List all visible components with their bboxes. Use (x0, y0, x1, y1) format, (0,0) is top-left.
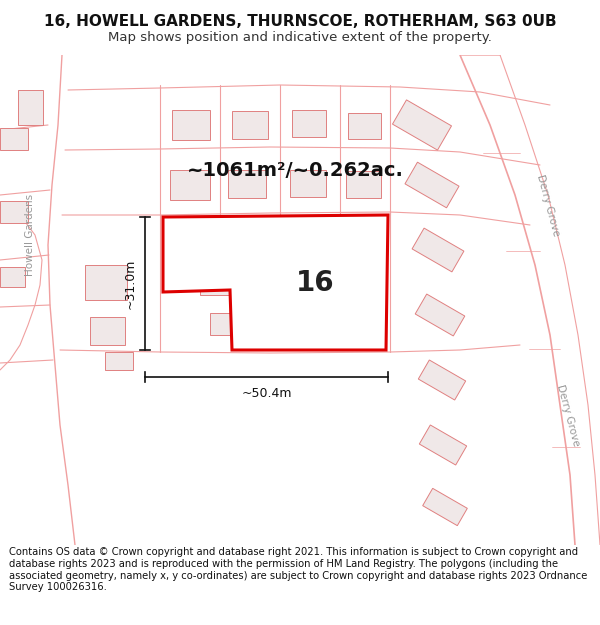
Text: Howell Gardens: Howell Gardens (25, 194, 35, 276)
Text: ~1061m²/~0.262ac.: ~1061m²/~0.262ac. (187, 161, 403, 179)
Bar (348, 113, 381, 139)
Bar (210, 313, 238, 335)
Polygon shape (405, 162, 459, 208)
Bar (90, 317, 125, 345)
Polygon shape (422, 488, 467, 526)
Bar (105, 352, 133, 370)
Text: ~50.4m: ~50.4m (241, 387, 292, 400)
Bar (200, 260, 242, 295)
Polygon shape (415, 294, 465, 336)
Bar (228, 170, 266, 198)
Text: 16, HOWELL GARDENS, THURNSCOE, ROTHERHAM, S63 0UB: 16, HOWELL GARDENS, THURNSCOE, ROTHERHAM… (44, 14, 556, 29)
Bar (172, 110, 210, 140)
Bar (0, 201, 28, 223)
Polygon shape (392, 100, 452, 150)
Text: Map shows position and indicative extent of the property.: Map shows position and indicative extent… (108, 31, 492, 44)
Bar (85, 265, 127, 300)
Bar (292, 110, 326, 137)
Bar (290, 170, 326, 197)
Bar (346, 171, 381, 198)
Bar (0, 267, 25, 287)
Bar (18, 90, 43, 125)
Bar (232, 111, 268, 139)
Polygon shape (163, 215, 388, 350)
Polygon shape (418, 360, 466, 400)
Text: Derry Grove: Derry Grove (535, 173, 561, 237)
Polygon shape (412, 228, 464, 272)
Text: 16: 16 (296, 269, 334, 297)
Bar (170, 170, 210, 200)
Bar (0, 128, 28, 150)
Text: ~31.0m: ~31.0m (124, 258, 137, 309)
Polygon shape (419, 425, 467, 465)
Text: Derry Grove: Derry Grove (555, 383, 581, 447)
Text: Contains OS data © Crown copyright and database right 2021. This information is : Contains OS data © Crown copyright and d… (9, 548, 587, 592)
